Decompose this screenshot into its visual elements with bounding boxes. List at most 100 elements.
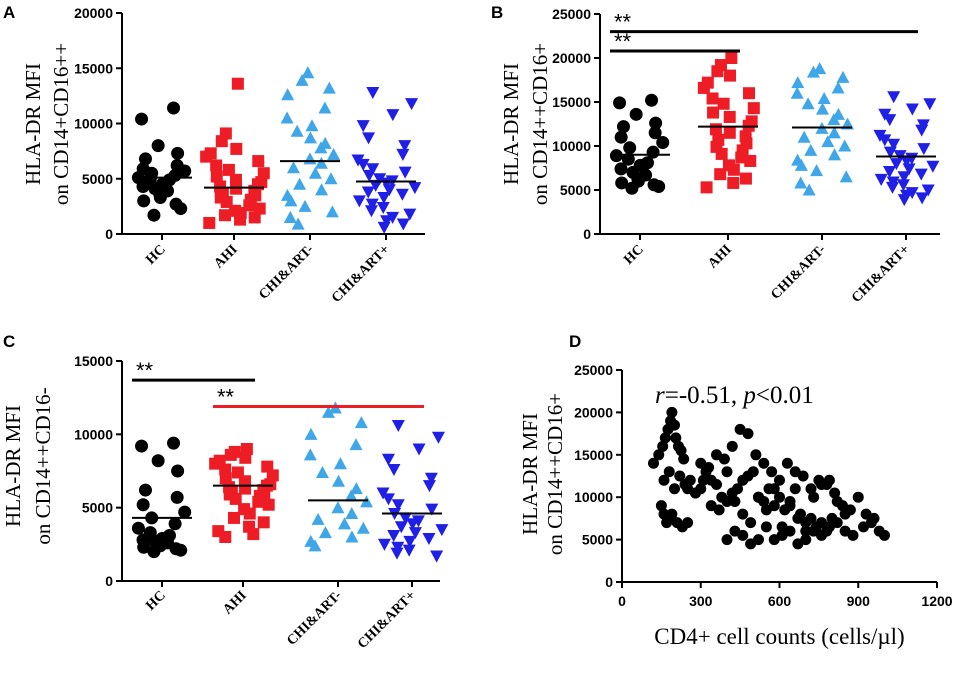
data-point bbox=[396, 218, 410, 231]
data-point bbox=[714, 168, 727, 181]
panel-letter: C bbox=[3, 332, 15, 351]
data-point bbox=[356, 120, 370, 133]
data-point bbox=[398, 166, 412, 179]
data-point bbox=[806, 65, 820, 78]
data-point bbox=[883, 146, 897, 159]
data-point bbox=[682, 517, 694, 529]
data-point bbox=[356, 521, 370, 534]
data-point bbox=[669, 419, 680, 431]
data-point bbox=[284, 194, 298, 207]
data-point bbox=[885, 181, 899, 194]
y-tick-label: 10000 bbox=[74, 116, 113, 132]
x-tick-label: 600 bbox=[768, 593, 792, 609]
data-point bbox=[737, 529, 749, 541]
data-point bbox=[623, 141, 637, 155]
data-point bbox=[715, 147, 728, 160]
y-tick-label: 5000 bbox=[560, 182, 591, 198]
data-point bbox=[315, 183, 329, 196]
data-point bbox=[744, 154, 757, 167]
data-point bbox=[847, 529, 859, 541]
y-tick-label: 5000 bbox=[82, 500, 113, 516]
x-category-label: CHI&ART- bbox=[768, 242, 829, 303]
data-point bbox=[810, 164, 824, 177]
data-point bbox=[792, 512, 804, 524]
data-point bbox=[657, 440, 669, 452]
data-point bbox=[171, 146, 185, 160]
data-point bbox=[663, 466, 675, 478]
data-point bbox=[377, 192, 391, 205]
data-point bbox=[252, 155, 265, 168]
y-axis-label: on CD14++CD16+ bbox=[528, 43, 552, 205]
x-tick-label: 0 bbox=[618, 593, 626, 609]
data-point bbox=[386, 109, 400, 122]
data-point bbox=[794, 176, 808, 189]
data-point bbox=[377, 538, 391, 551]
data-point bbox=[742, 428, 754, 440]
data-point bbox=[921, 184, 935, 197]
data-point bbox=[816, 529, 827, 541]
y-tick-label: 0 bbox=[105, 226, 113, 242]
data-point bbox=[356, 158, 370, 171]
y-tick-label: 10000 bbox=[74, 426, 113, 442]
y-tick-label: 20000 bbox=[574, 404, 613, 420]
data-point bbox=[394, 521, 408, 534]
data-point bbox=[337, 517, 351, 530]
data-point bbox=[829, 487, 841, 499]
data-point bbox=[768, 483, 780, 495]
x-axis-label: CD4+ cell counts (cells/µl) bbox=[654, 624, 904, 649]
data-point bbox=[408, 527, 422, 540]
data-point bbox=[649, 116, 663, 130]
y-tick-label: 10000 bbox=[552, 138, 591, 154]
data-point bbox=[391, 499, 405, 512]
data-point bbox=[697, 81, 710, 94]
data-point bbox=[713, 504, 725, 516]
data-point bbox=[737, 508, 749, 520]
data-point bbox=[345, 530, 359, 543]
data-point bbox=[135, 439, 149, 453]
data-point bbox=[926, 160, 940, 173]
data-point bbox=[808, 491, 820, 503]
data-point bbox=[669, 483, 680, 495]
data-point bbox=[827, 126, 841, 139]
data-point bbox=[831, 517, 843, 529]
data-point bbox=[743, 87, 756, 100]
data-point bbox=[776, 521, 788, 533]
panel-letter: B bbox=[491, 3, 503, 22]
data-point bbox=[802, 183, 816, 196]
data-point bbox=[868, 512, 880, 524]
data-point bbox=[735, 151, 748, 164]
data-point bbox=[659, 432, 671, 444]
data-point bbox=[670, 432, 682, 444]
y-tick-label: 20000 bbox=[74, 5, 113, 21]
data-point bbox=[878, 134, 892, 147]
y-axis-label: on CD14++CD16+ bbox=[543, 393, 567, 555]
data-point bbox=[290, 124, 304, 137]
data-point bbox=[648, 457, 659, 469]
data-point bbox=[303, 448, 317, 461]
data-point bbox=[790, 86, 804, 99]
data-point bbox=[137, 540, 151, 554]
y-axis-label: HLA-DR MFI bbox=[518, 413, 542, 535]
data-point bbox=[219, 209, 232, 222]
panel-letter: A bbox=[3, 3, 15, 22]
data-point bbox=[298, 199, 312, 212]
data-point bbox=[753, 534, 764, 546]
data-point bbox=[902, 163, 916, 176]
data-point bbox=[784, 500, 796, 512]
panel-d: D HLA-DR MFI on CD14++CD16+ 0 5000 10000 15000… bbox=[518, 332, 953, 649]
x-category-label: HC bbox=[143, 242, 168, 267]
data-point bbox=[797, 130, 811, 143]
data-point bbox=[403, 208, 417, 221]
data-point bbox=[381, 453, 395, 466]
data-point bbox=[395, 188, 409, 201]
data-point bbox=[615, 176, 629, 190]
y-axis-label: HLA-DR MFI bbox=[21, 63, 45, 185]
data-point bbox=[373, 173, 387, 186]
data-point bbox=[257, 516, 270, 529]
data-point bbox=[262, 498, 275, 511]
p-value: <0.01 bbox=[756, 382, 814, 409]
data-point bbox=[900, 155, 914, 168]
data-point bbox=[380, 215, 394, 228]
data-point bbox=[703, 462, 715, 474]
data-point bbox=[801, 97, 815, 110]
